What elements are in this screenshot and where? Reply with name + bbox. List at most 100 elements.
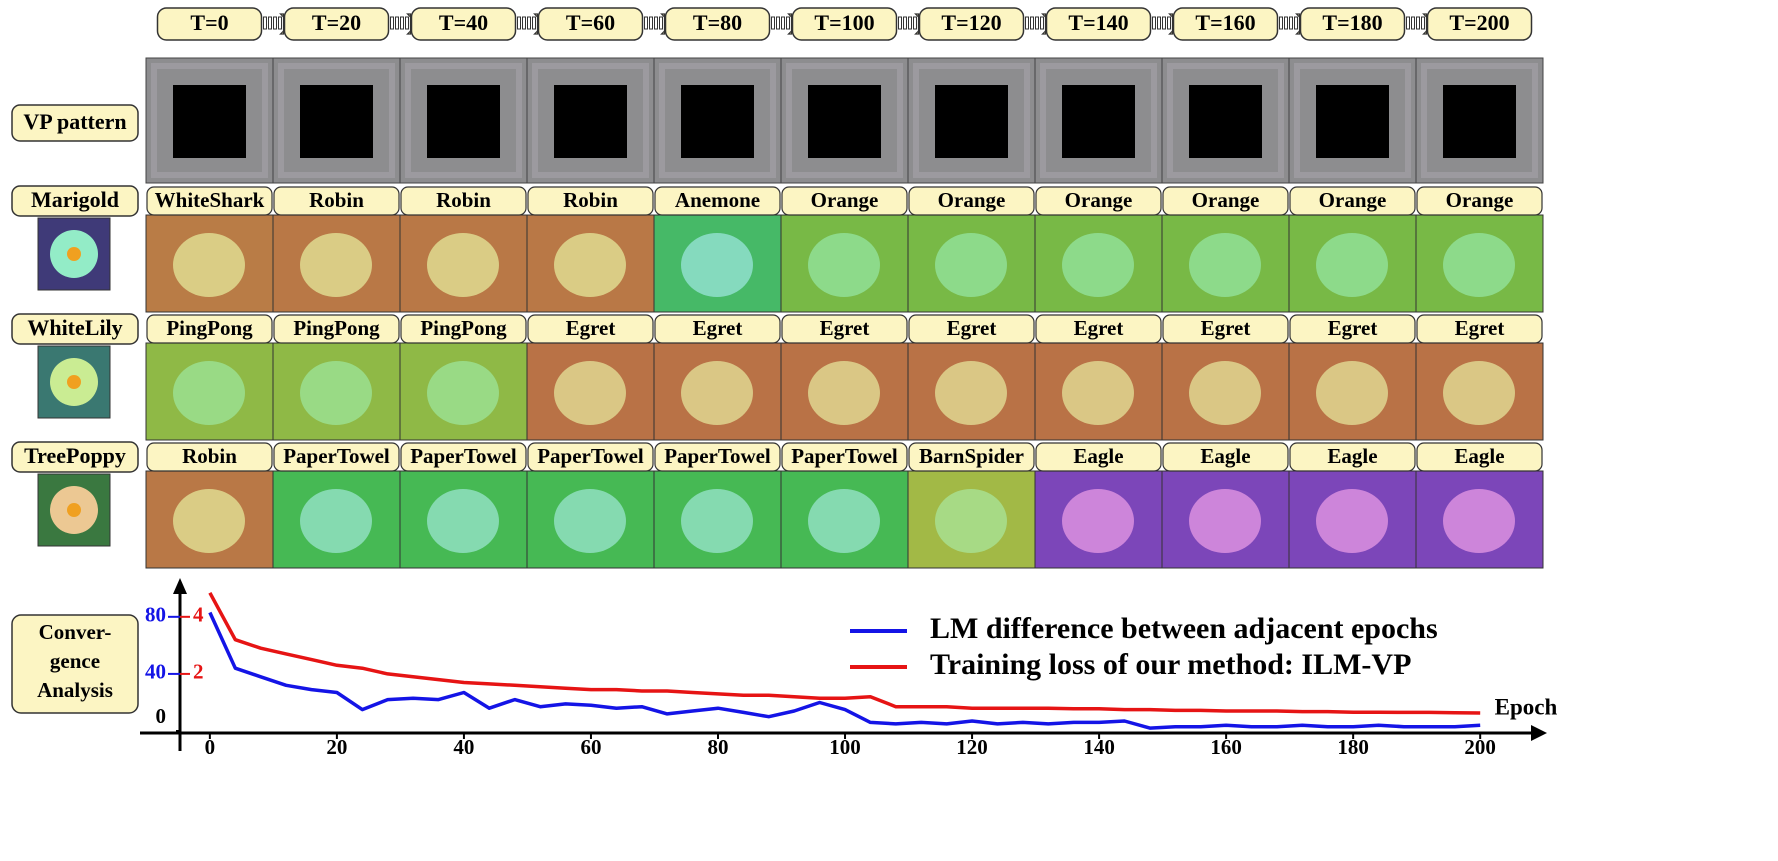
prediction-object (173, 361, 245, 425)
prediction-label: Robin (309, 188, 364, 212)
prediction-label: Egret (693, 316, 743, 340)
prediction-label: Eagle (1454, 444, 1504, 468)
x-tick-label: 120 (956, 735, 988, 759)
prediction-object (935, 361, 1007, 425)
prediction-label: Anemone (675, 188, 760, 212)
prediction-object (427, 361, 499, 425)
vp-center (1316, 85, 1389, 158)
prediction-object (300, 233, 372, 297)
connector (528, 17, 531, 29)
connector (1031, 17, 1034, 29)
prediction-label: Orange (1192, 188, 1260, 212)
prediction-label: Egret (566, 316, 616, 340)
prediction-label: WhiteShark (155, 188, 265, 212)
x-tick-label: 160 (1210, 735, 1242, 759)
connector (1041, 17, 1044, 29)
connector (523, 17, 526, 29)
prediction-object (1316, 489, 1388, 553)
vp-center (935, 85, 1008, 158)
connector (772, 17, 775, 29)
connector (909, 17, 912, 29)
prediction-object (1443, 361, 1515, 425)
prediction-object (300, 489, 372, 553)
prediction-object (1316, 361, 1388, 425)
epoch-label: T=20 (312, 10, 361, 35)
connector (645, 17, 648, 29)
connector (1163, 17, 1166, 29)
prediction-label: Robin (563, 188, 618, 212)
connector (787, 17, 790, 29)
epoch-label: T=0 (190, 10, 228, 35)
prediction-object (1443, 233, 1515, 297)
prediction-label: Egret (1455, 316, 1505, 340)
prediction-label: Orange (1446, 188, 1514, 212)
connector (401, 17, 404, 29)
prediction-label: Robin (436, 188, 491, 212)
prediction-label: Orange (938, 188, 1006, 212)
connector (1412, 17, 1415, 29)
connector (904, 17, 907, 29)
connector (1158, 17, 1161, 29)
vp-center (808, 85, 881, 158)
connector (777, 17, 780, 29)
connector (1422, 17, 1425, 29)
vp-center (427, 85, 500, 158)
thumbnail-center (67, 503, 81, 517)
connector (406, 17, 409, 29)
connector (660, 17, 663, 29)
vp-center (681, 85, 754, 158)
x-tick-label: 60 (580, 735, 601, 759)
row-label: TreePoppy (24, 443, 126, 468)
prediction-label: PaperTowel (791, 444, 898, 468)
epoch-label: T=200 (1449, 10, 1509, 35)
prediction-object (1443, 489, 1515, 553)
vp-center (1062, 85, 1135, 158)
connector (1417, 17, 1420, 29)
x-tick-label: 200 (1464, 735, 1496, 759)
row-label: Marigold (31, 187, 119, 212)
connector (1407, 17, 1410, 29)
prediction-object (1316, 233, 1388, 297)
y-tick-label: 80 (145, 603, 166, 627)
prediction-object (681, 361, 753, 425)
prediction-label: PingPong (420, 316, 507, 340)
connector (1285, 17, 1288, 29)
vp-center (1443, 85, 1516, 158)
y-axis-arrow (173, 578, 187, 594)
prediction-object (300, 361, 372, 425)
row-label: gence (50, 649, 100, 673)
row-label: WhiteLily (27, 315, 122, 340)
x-tick-label: 80 (707, 735, 728, 759)
connector (1280, 17, 1283, 29)
connector (391, 17, 394, 29)
prediction-object (173, 233, 245, 297)
prediction-label: BarnSpider (919, 444, 1024, 468)
connector (1153, 17, 1156, 29)
prediction-object (173, 489, 245, 553)
prediction-label: Eagle (1073, 444, 1123, 468)
thumbnail-center (67, 247, 81, 261)
prediction-label: Orange (811, 188, 879, 212)
epoch-label: T=140 (1068, 10, 1128, 35)
y2-tick-label: 2 (193, 660, 204, 684)
y2-tick-label: 4 (193, 603, 204, 627)
connector (518, 17, 521, 29)
x-tick-label: 40 (453, 735, 474, 759)
x-tick-label: 20 (326, 735, 347, 759)
prediction-object (1189, 361, 1261, 425)
legend-label: LM difference between adjacent epochs (930, 612, 1438, 645)
y-tick-label: 0 (156, 704, 167, 728)
connector (914, 17, 917, 29)
prediction-object (427, 233, 499, 297)
prediction-object (1189, 489, 1261, 553)
thumbnail-center (67, 375, 81, 389)
prediction-label: PaperTowel (537, 444, 644, 468)
prediction-label: Egret (947, 316, 997, 340)
prediction-label: Orange (1065, 188, 1133, 212)
connector (782, 17, 785, 29)
prediction-label: Orange (1319, 188, 1387, 212)
prediction-label: Egret (1074, 316, 1124, 340)
prediction-object (554, 489, 626, 553)
connector (264, 17, 267, 29)
x-tick-label: 100 (829, 735, 861, 759)
